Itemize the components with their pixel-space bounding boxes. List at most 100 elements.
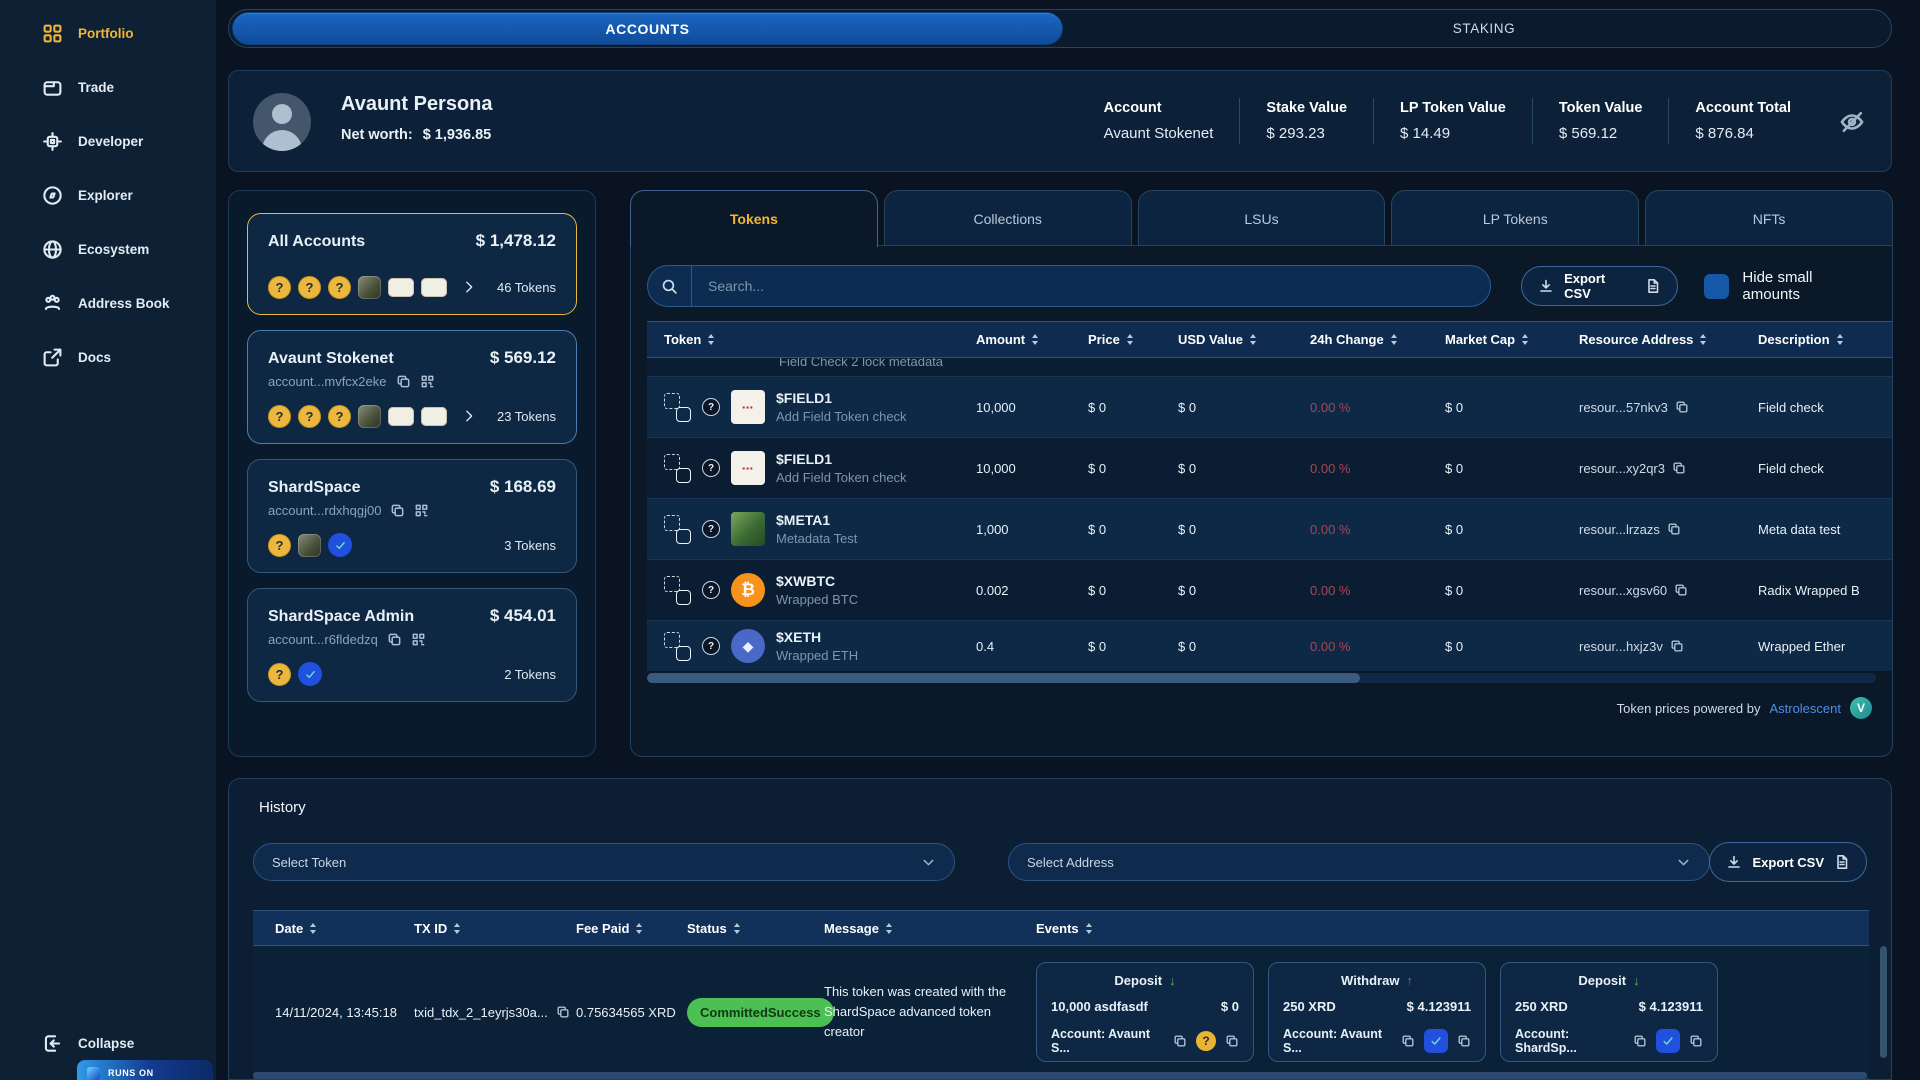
download-icon bbox=[1538, 278, 1554, 294]
qr-code-icon[interactable] bbox=[411, 632, 426, 647]
export-csv-button[interactable]: Export CSV bbox=[1521, 266, 1679, 306]
astrolescent-logo-icon: V bbox=[1850, 697, 1872, 719]
wallet-icon bbox=[42, 77, 63, 98]
copy-icon[interactable] bbox=[1173, 1034, 1187, 1048]
select-token-dropdown[interactable]: Select Token bbox=[253, 843, 955, 881]
select-address-dropdown[interactable]: Select Address bbox=[1008, 843, 1710, 881]
hide-values-eye-icon[interactable] bbox=[1839, 109, 1865, 135]
column-header-price[interactable]: Price bbox=[1088, 332, 1178, 347]
event-card-withdraw[interactable]: Withdraw ↑ 250 XRD $ 4.123911 Account: Ava… bbox=[1268, 962, 1486, 1062]
tab-tokens[interactable]: Tokens bbox=[630, 190, 878, 247]
tab-nfts[interactable]: NFTs bbox=[1645, 190, 1893, 246]
astrolescent-link[interactable]: Astrolescent bbox=[1769, 700, 1841, 716]
tab-lsus[interactable]: LSUs bbox=[1137, 190, 1386, 246]
sidebar-item-trade[interactable]: Trade bbox=[0, 60, 216, 114]
cell-usd-value: $ 0 bbox=[1178, 399, 1197, 415]
chevron-right-icon[interactable] bbox=[462, 280, 476, 294]
copy-icon[interactable] bbox=[1689, 1034, 1703, 1048]
chevron-right-icon[interactable] bbox=[462, 409, 476, 423]
table-row[interactable]: ? ▪▪▪ $FIELD1 Add Field Token check 10,00… bbox=[647, 438, 1892, 499]
horizontal-scrollbar[interactable] bbox=[647, 673, 1876, 683]
table-row[interactable]: ? ₿ $XWBTC Wrapped BTC 0.002 $ 0 $ 0 0.00… bbox=[647, 560, 1892, 621]
tab-label: Tokens bbox=[729, 211, 778, 227]
column-header-usd-value[interactable]: USD Value bbox=[1178, 332, 1310, 347]
tab-staking[interactable]: STAKING bbox=[1089, 10, 1879, 47]
tab-label: Collections bbox=[973, 210, 1042, 227]
hide-small-label: Hide small amounts bbox=[1742, 269, 1813, 303]
account-card-avaunt-stokenet[interactable]: Avaunt Stokenet $ 569.12 account...mvfcx… bbox=[247, 330, 577, 444]
stage-transfer-icon[interactable] bbox=[664, 514, 691, 544]
sidebar-item-developer[interactable]: Developer bbox=[0, 114, 216, 168]
column-header-24h-change[interactable]: 24h Change bbox=[1310, 332, 1445, 347]
stage-transfer-icon[interactable] bbox=[664, 453, 691, 483]
hide-small-amounts-toggle[interactable]: Hide small amounts bbox=[1704, 269, 1874, 303]
account-card-shardspace[interactable]: ShardSpace $ 168.69 account...rdxhqgj00 … bbox=[247, 459, 577, 573]
history-row[interactable]: 14/11/2024, 13:45:18 txid_tdx_2_1eyrjs30… bbox=[253, 946, 1869, 1079]
cell-market-cap: $ 0 bbox=[1445, 582, 1464, 598]
sidebar-item-docs[interactable]: Docs bbox=[0, 330, 216, 384]
copy-icon[interactable] bbox=[1633, 1034, 1647, 1048]
tab-collections[interactable]: Collections bbox=[883, 190, 1132, 246]
scrollbar-thumb[interactable] bbox=[647, 673, 1360, 683]
copy-icon[interactable] bbox=[396, 374, 411, 389]
copy-icon[interactable] bbox=[387, 632, 402, 647]
copy-icon[interactable] bbox=[1672, 461, 1686, 475]
account-card-shardspace-admin[interactable]: ShardSpace Admin $ 454.01 account...r6fl… bbox=[247, 588, 577, 702]
column-header-events[interactable]: Events bbox=[1036, 921, 1869, 936]
qr-code-icon[interactable] bbox=[414, 503, 429, 518]
tab-accounts[interactable]: ACCOUNTS bbox=[232, 12, 1063, 45]
table-row-partial[interactable]: Field Check 2 lock metadata bbox=[647, 358, 1892, 377]
event-card-deposit[interactable]: Deposit ↓ 250 XRD $ 4.123911 Account: Shar… bbox=[1500, 962, 1718, 1062]
copy-icon[interactable] bbox=[1674, 583, 1688, 597]
account-stats: Account Avaunt Stokenet Stake Value $ 293.… bbox=[1078, 71, 1817, 171]
sidebar-item-portfolio[interactable]: Portfolio bbox=[0, 6, 216, 60]
tab-lp-tokens[interactable]: LP Tokens bbox=[1391, 190, 1640, 246]
cell-usd-value: $ 0 bbox=[1178, 521, 1197, 537]
history-table: Date TX ID Fee Paid Status Message Event… bbox=[253, 910, 1869, 1079]
export-csv-label: Export CSV bbox=[1564, 271, 1606, 301]
sidebar-item-ecosystem[interactable]: Ecosystem bbox=[0, 222, 216, 276]
column-header-market-cap[interactable]: Market Cap bbox=[1445, 332, 1579, 347]
copy-icon[interactable] bbox=[556, 1005, 570, 1019]
column-header-fee-paid[interactable]: Fee Paid bbox=[576, 921, 687, 936]
column-header-token[interactable]: Token bbox=[664, 332, 976, 347]
copy-icon[interactable] bbox=[1457, 1034, 1471, 1048]
sidebar-item-address-book[interactable]: Address Book bbox=[0, 276, 216, 330]
unknown-token-icon: ? bbox=[298, 404, 321, 428]
table-row[interactable]: ? ▪▪▪ $FIELD1 Add Field Token check 10,00… bbox=[647, 377, 1892, 438]
table-row[interactable]: ? $META1 Metadata Test 1,000 $ 0 $ 0 0.00… bbox=[647, 499, 1892, 560]
copy-icon[interactable] bbox=[1401, 1034, 1415, 1048]
column-header-amount[interactable]: Amount bbox=[976, 332, 1088, 347]
column-header-date[interactable]: Date bbox=[275, 921, 414, 936]
stat-label: Account bbox=[1103, 100, 1162, 116]
column-header-tx-id[interactable]: TX ID bbox=[414, 921, 576, 936]
vertical-scrollbar[interactable] bbox=[1880, 946, 1887, 1058]
stage-transfer-icon[interactable] bbox=[664, 575, 691, 605]
event-card-deposit[interactable]: Deposit ↓ 10,000 asdfasdf $ 0 Account: Ava… bbox=[1036, 962, 1254, 1062]
search-input[interactable] bbox=[692, 278, 1491, 294]
runs-on-badge[interactable]: RUNS ON bbox=[77, 1060, 213, 1080]
account-card-all-accounts[interactable]: All Accounts $ 1,478.12 ? ? ? 46 Tokens bbox=[247, 213, 577, 315]
horizontal-scrollbar[interactable] bbox=[253, 1072, 1867, 1079]
column-header-message[interactable]: Message bbox=[824, 921, 1036, 936]
copy-icon[interactable] bbox=[1225, 1034, 1239, 1048]
column-header-status[interactable]: Status bbox=[687, 921, 824, 936]
event-type: Withdraw bbox=[1341, 973, 1400, 988]
tab-label: LP Tokens bbox=[1482, 210, 1548, 227]
history-export-csv-button[interactable]: Export CSV bbox=[1709, 842, 1867, 882]
token-thumbnail bbox=[731, 512, 765, 546]
column-header-resource-address[interactable]: Resource Address bbox=[1579, 332, 1758, 347]
column-header-description[interactable]: Description bbox=[1758, 332, 1892, 347]
table-row[interactable]: ? ◆ $XETH Wrapped ETH 0.4 $ 0 $ 0 0.00 % … bbox=[647, 621, 1892, 671]
collapse-button[interactable]: Collapse bbox=[42, 1033, 134, 1054]
sidebar-item-explorer[interactable]: Explorer bbox=[0, 168, 216, 222]
stage-transfer-icon[interactable] bbox=[664, 392, 691, 422]
copy-icon[interactable] bbox=[1667, 522, 1681, 536]
stage-transfer-icon[interactable] bbox=[664, 631, 691, 661]
qr-code-icon[interactable] bbox=[420, 374, 435, 389]
hide-small-checkbox[interactable] bbox=[1704, 273, 1730, 299]
cell-price: $ 0 bbox=[1088, 521, 1107, 537]
copy-icon[interactable] bbox=[1670, 639, 1684, 653]
copy-icon[interactable] bbox=[1675, 400, 1689, 414]
copy-icon[interactable] bbox=[390, 503, 405, 518]
